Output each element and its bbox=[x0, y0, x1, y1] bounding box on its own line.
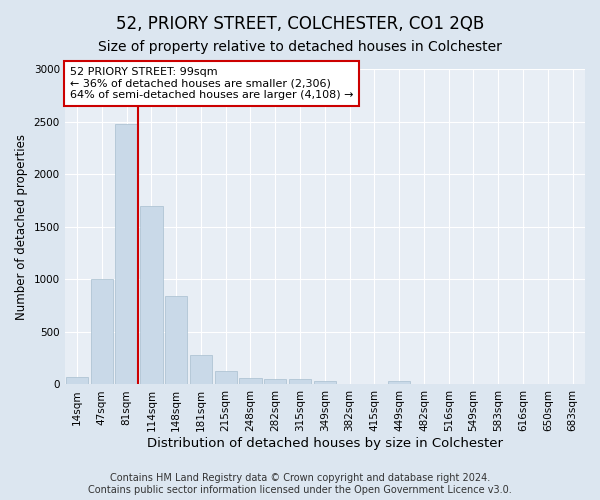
Bar bbox=[239, 378, 262, 384]
Bar bbox=[289, 379, 311, 384]
Bar bbox=[165, 296, 187, 384]
Bar bbox=[140, 206, 163, 384]
Text: 52 PRIORY STREET: 99sqm
← 36% of detached houses are smaller (2,306)
64% of semi: 52 PRIORY STREET: 99sqm ← 36% of detache… bbox=[70, 67, 353, 100]
Y-axis label: Number of detached properties: Number of detached properties bbox=[15, 134, 28, 320]
Bar bbox=[264, 379, 286, 384]
X-axis label: Distribution of detached houses by size in Colchester: Distribution of detached houses by size … bbox=[147, 437, 503, 450]
Bar bbox=[388, 382, 410, 384]
Text: Contains HM Land Registry data © Crown copyright and database right 2024.
Contai: Contains HM Land Registry data © Crown c… bbox=[88, 474, 512, 495]
Text: 52, PRIORY STREET, COLCHESTER, CO1 2QB: 52, PRIORY STREET, COLCHESTER, CO1 2QB bbox=[116, 15, 484, 33]
Bar bbox=[190, 355, 212, 384]
Text: Size of property relative to detached houses in Colchester: Size of property relative to detached ho… bbox=[98, 40, 502, 54]
Bar bbox=[66, 377, 88, 384]
Bar bbox=[91, 280, 113, 384]
Bar bbox=[314, 382, 336, 384]
Bar bbox=[215, 371, 237, 384]
Bar bbox=[115, 124, 138, 384]
